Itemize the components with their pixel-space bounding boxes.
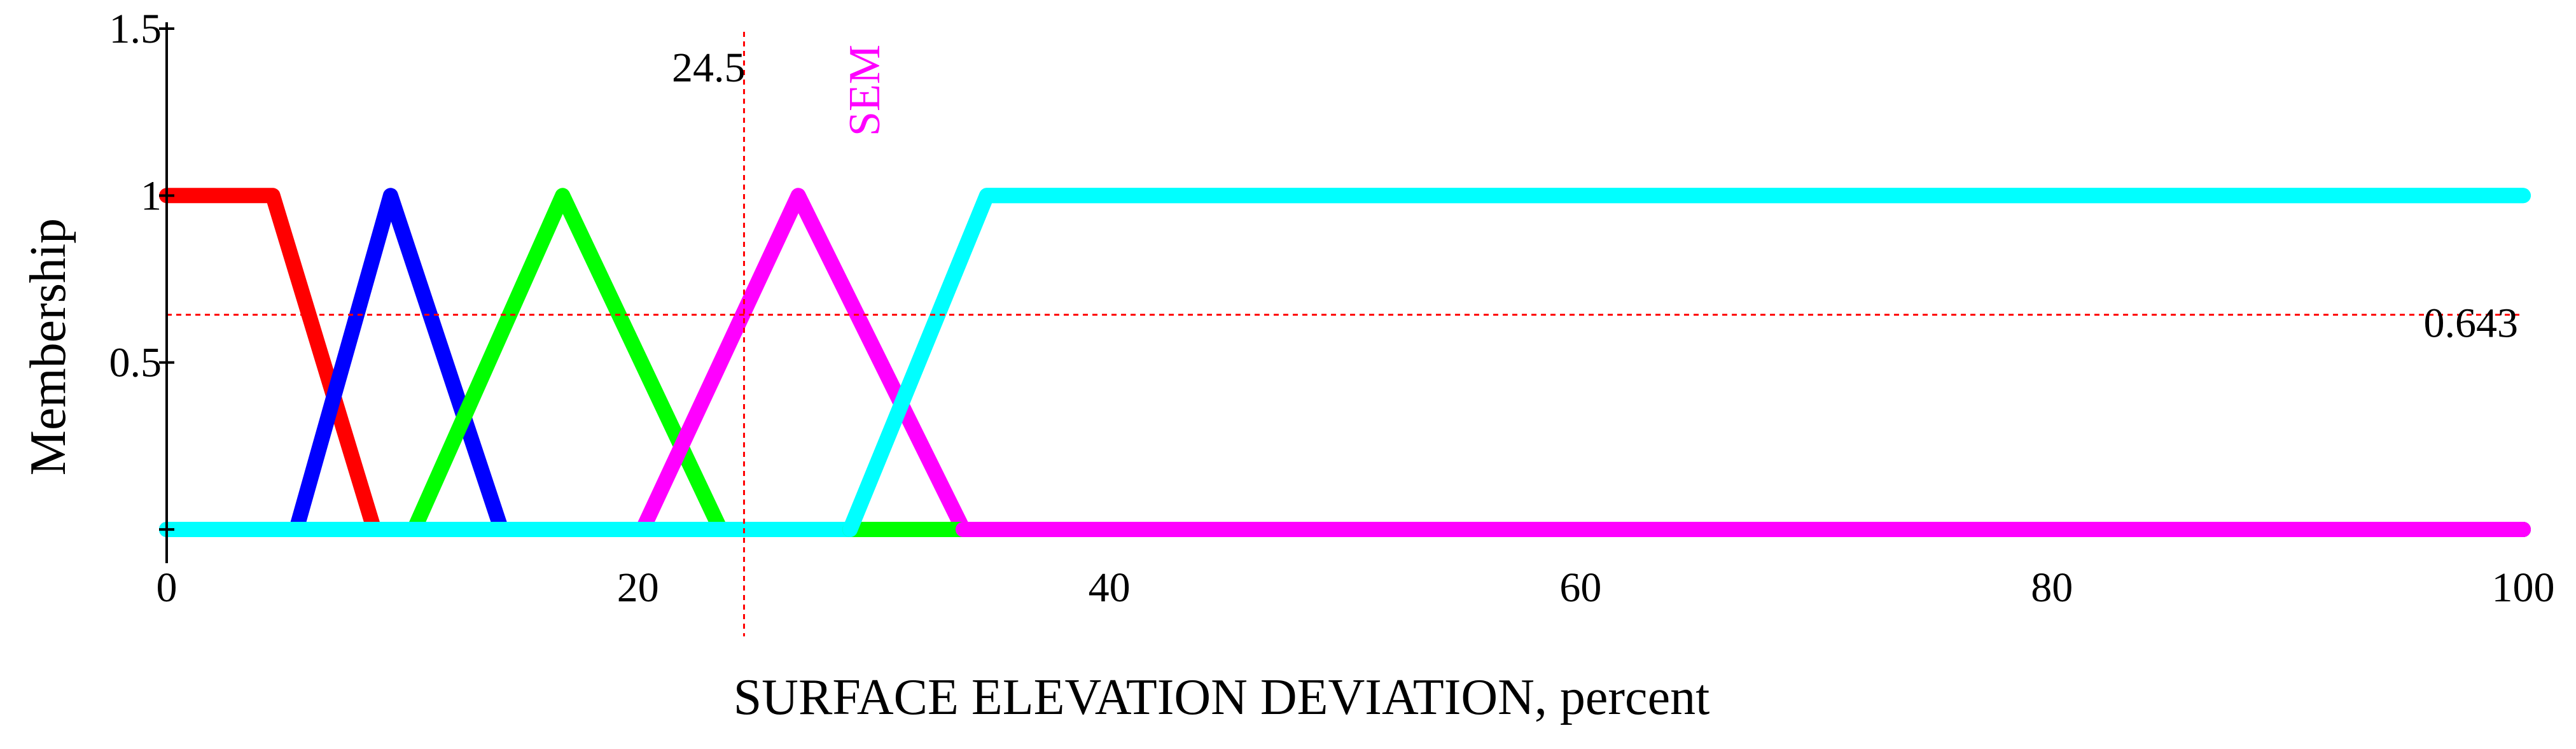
labels-group: 0.5 1 1.5 0 20 40 60 80 100 Membership SURFACE ELE… [20, 6, 2555, 725]
x-tick-label: 60 [1559, 564, 1601, 611]
y-tick-label: 1.5 [109, 6, 162, 52]
series-line-4 [159, 188, 2531, 537]
sem-series-label: SEM [840, 45, 889, 136]
x-tick-label: 20 [617, 564, 659, 611]
x-tick-label: 40 [1089, 564, 1131, 611]
y-axis-title: Membership [20, 218, 76, 475]
x-axis-title: SURFACE ELEVATION DEVIATION, percent [734, 669, 1710, 725]
reference-lines [167, 32, 2523, 636]
horizontal-line-label: 0.643 [2424, 300, 2519, 347]
series-line-1 [159, 188, 2531, 537]
vertical-line-label: 24.5 [672, 45, 746, 91]
x-tick-label: 80 [2031, 564, 2073, 611]
series-line-5-rise [842, 188, 2531, 537]
x-tick-label: 0 [157, 564, 178, 611]
y-tick-label: 1 [141, 172, 162, 219]
series-group [159, 188, 2531, 537]
x-tick-label: 100 [2492, 564, 2555, 611]
y-tick-label: 0.5 [109, 340, 162, 386]
series-line-2 [159, 188, 2531, 537]
series-line-5 [159, 188, 2531, 537]
axes-group [159, 22, 174, 563]
series-line-3 [159, 188, 2531, 537]
